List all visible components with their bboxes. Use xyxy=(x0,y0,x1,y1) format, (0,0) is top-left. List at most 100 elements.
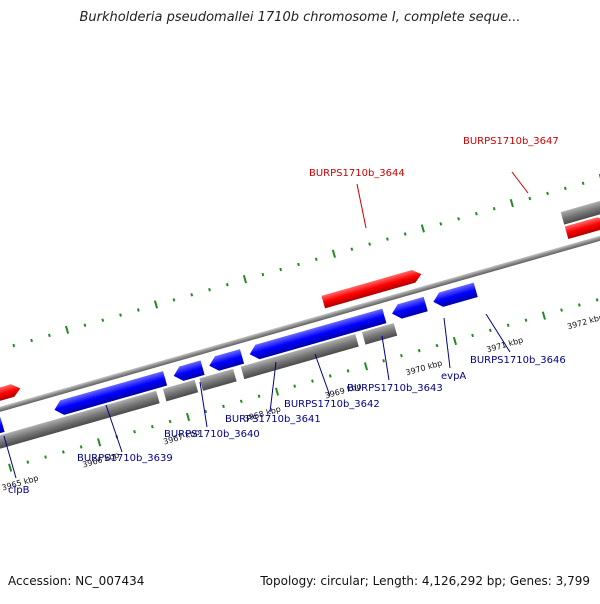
tick-mark xyxy=(225,282,229,287)
tick-mark xyxy=(452,336,457,346)
gene-feature-other[interactable] xyxy=(361,323,398,345)
gene-feature-reverse[interactable] xyxy=(207,349,245,373)
tick-mark xyxy=(101,318,105,322)
leader-3647 xyxy=(511,171,529,194)
leader-3641 xyxy=(269,361,277,413)
tick-mark xyxy=(328,374,332,378)
tick-mark xyxy=(346,369,350,373)
tick-mark xyxy=(185,412,191,422)
accession-label: Accession: NC_007434 xyxy=(8,574,145,588)
label-leaders xyxy=(3,171,529,479)
feature-track[interactable] xyxy=(0,175,600,476)
tick-mark xyxy=(509,198,514,208)
tick-mark xyxy=(363,362,369,371)
gene-feature-other[interactable] xyxy=(0,390,160,457)
gene-feature-reverse[interactable] xyxy=(390,296,428,321)
tick-mark xyxy=(457,217,460,221)
tick-mark xyxy=(261,272,265,277)
tick-mark xyxy=(368,242,372,246)
tick-mark xyxy=(136,308,140,312)
gene-label-3644[interactable]: BURPS1710b_3644 xyxy=(309,168,405,179)
tick-mark xyxy=(420,224,425,233)
gene-feature-reverse[interactable] xyxy=(52,371,168,417)
backbone xyxy=(0,206,600,442)
tick-mark xyxy=(311,379,314,383)
tick-mark xyxy=(541,311,546,320)
tick-mark xyxy=(48,333,51,338)
tick-mark xyxy=(528,196,532,201)
tick-mark xyxy=(257,394,261,398)
gene-feature-other[interactable] xyxy=(162,379,199,402)
tick-mark xyxy=(581,181,585,186)
tick-mark xyxy=(61,450,65,454)
tick-mark xyxy=(492,206,496,211)
leader-3639 xyxy=(105,404,123,453)
tick-mark xyxy=(403,232,407,236)
tick-mark xyxy=(577,303,581,307)
tick-mark xyxy=(382,359,386,363)
tick-mark xyxy=(133,430,136,434)
tick-mark xyxy=(119,313,122,317)
tick-mark xyxy=(222,404,225,409)
leader-3644 xyxy=(356,183,367,229)
tick-mark xyxy=(350,247,354,251)
tick-mark xyxy=(439,222,443,226)
tick-mark xyxy=(64,325,70,334)
tick-mark xyxy=(293,384,297,388)
tick-mark xyxy=(595,298,599,302)
gene-label-3642[interactable]: BURPS1710b_3642 xyxy=(284,399,380,410)
gene-label-3643[interactable]: BURPS1710b_3643 xyxy=(347,383,443,394)
tick-mark xyxy=(172,298,176,302)
gene-feature-forward[interactable] xyxy=(321,268,423,309)
tick-mark xyxy=(97,438,102,447)
tick-mark xyxy=(242,275,248,284)
ruler-label: 3970 kbp xyxy=(405,358,444,377)
tick-mark xyxy=(471,333,474,338)
gene-feature-forward[interactable] xyxy=(564,215,600,240)
tick-mark xyxy=(417,348,421,353)
gene-feature-reverse[interactable] xyxy=(248,308,387,362)
leader-3643 xyxy=(381,335,390,381)
tick-mark xyxy=(297,262,300,267)
tick-mark xyxy=(150,424,154,429)
tick-mark xyxy=(190,293,194,297)
leader-3642 xyxy=(314,353,331,397)
gene-label-3640[interactable]: BURPS1710b_3640 xyxy=(164,429,260,440)
tick-mark xyxy=(44,455,47,459)
tick-mark xyxy=(560,308,563,312)
tick-mark xyxy=(8,463,13,472)
gene-label-3641[interactable]: BURPS1710b_3641 xyxy=(225,414,321,425)
tick-mark xyxy=(274,387,280,396)
tick-mark xyxy=(386,237,389,241)
outer-tick-ring xyxy=(12,173,600,348)
tick-mark xyxy=(30,338,33,343)
leader-evpA xyxy=(443,317,451,369)
sequence-title: Burkholderia pseudomallei 1710b chromoso… xyxy=(79,10,521,25)
tick-mark xyxy=(400,353,403,358)
gene-feature-other[interactable] xyxy=(240,334,359,380)
tick-mark xyxy=(506,323,510,328)
gene-feature-reverse[interactable] xyxy=(431,282,478,309)
leader-clpB xyxy=(3,435,17,479)
tick-mark xyxy=(546,191,549,196)
gene-label-clpB[interactable]: clpB xyxy=(8,485,30,496)
leader-3646 xyxy=(485,313,511,353)
inner-tick-ring xyxy=(8,298,599,472)
tick-mark xyxy=(563,186,567,191)
leader-3640 xyxy=(199,381,208,428)
tick-mark xyxy=(79,445,83,449)
gene-feature-reverse[interactable] xyxy=(172,360,205,383)
tick-mark xyxy=(435,343,439,348)
tick-mark xyxy=(314,257,318,262)
tick-mark xyxy=(475,212,478,216)
gene-label-evpA[interactable]: evpA xyxy=(441,371,466,382)
gene-feature-other[interactable] xyxy=(560,200,600,225)
gene-feature-other[interactable] xyxy=(199,368,237,391)
tick-mark xyxy=(524,318,528,322)
tick-mark xyxy=(26,460,30,464)
gene-label-3646[interactable]: BURPS1710b_3646 xyxy=(470,355,566,366)
gene-label-3639[interactable]: BURPS1710b_3639 xyxy=(77,453,173,464)
gene-label-3647[interactable]: BURPS1710b_3647 xyxy=(463,136,559,147)
